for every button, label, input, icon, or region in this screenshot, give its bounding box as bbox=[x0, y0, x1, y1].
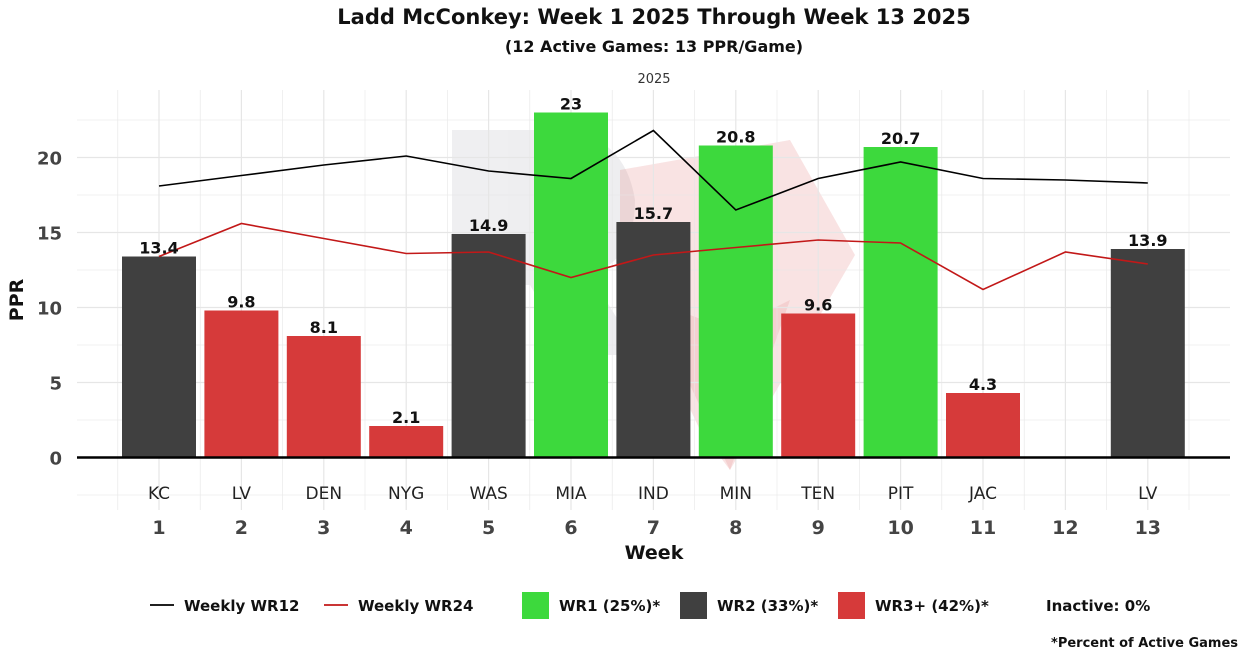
x-tick-label-week-1: 1 bbox=[152, 517, 165, 539]
bar-label-week-6: 23 bbox=[560, 95, 582, 114]
bars bbox=[122, 112, 1185, 458]
opponent-label-week-2: LV bbox=[232, 484, 252, 504]
bar-label-week-2: 9.8 bbox=[227, 293, 255, 312]
x-tick-label-week-4: 4 bbox=[400, 517, 413, 539]
opponent-label-week-11: JAC bbox=[968, 484, 997, 504]
x-tick-label-week-5: 5 bbox=[482, 517, 495, 539]
bar-label-week-8: 20.8 bbox=[716, 128, 755, 147]
bar-week-3 bbox=[286, 336, 361, 458]
x-tick-label-week-10: 10 bbox=[887, 517, 913, 539]
opponent-label-week-3: DEN bbox=[306, 484, 343, 504]
series-lines bbox=[158, 129, 1148, 291]
y-axis-ticks: 0 5 10 15 20 bbox=[37, 149, 62, 470]
opponent-label-week-6: MIA bbox=[555, 484, 587, 504]
opponent-label-week-13: LV bbox=[1138, 484, 1158, 504]
opponent-label-week-4: NYG bbox=[388, 484, 424, 504]
legend-wr1-label: WR1 (25%)* bbox=[559, 597, 660, 615]
x-tick-label-week-9: 9 bbox=[812, 517, 825, 539]
y-tick-label: 15 bbox=[37, 224, 62, 245]
bar-week-8 bbox=[698, 145, 773, 458]
opponent-label-week-1: KC bbox=[148, 484, 170, 504]
opponent-label-week-9: TEN bbox=[800, 484, 835, 504]
bar-label-week-11: 4.3 bbox=[969, 375, 997, 394]
y-tick-label: 0 bbox=[49, 449, 62, 470]
bar-week-7 bbox=[616, 222, 691, 458]
x-tick-label-week-13: 13 bbox=[1135, 517, 1161, 539]
chart-title: Ladd McConkey: Week 1 2025 Through Week … bbox=[337, 5, 970, 29]
bar-label-week-5: 14.9 bbox=[469, 216, 508, 235]
x-axis-weeks: 1 2 3 4 5 6 7 8 9 10 11 12 13 bbox=[152, 517, 1161, 539]
bar-week-13 bbox=[1110, 249, 1185, 458]
chart-subtitle: (12 Active Games: 13 PPR/Game) bbox=[505, 37, 803, 56]
bar-label-week-7: 15.7 bbox=[634, 204, 673, 223]
bar-label-week-1: 13.4 bbox=[139, 239, 178, 258]
x-tick-label-week-2: 2 bbox=[235, 517, 248, 539]
footnote: *Percent of Active Games bbox=[1051, 636, 1238, 651]
x-tick-label-week-6: 6 bbox=[564, 517, 577, 539]
legend-wr12-label: Weekly WR12 bbox=[184, 597, 299, 615]
bar-label-week-9: 9.6 bbox=[804, 296, 832, 315]
y-tick-label: 10 bbox=[37, 299, 62, 320]
legend-wr3-swatch bbox=[838, 592, 865, 619]
x-tick-label-week-7: 7 bbox=[647, 517, 660, 539]
x-tick-label-week-3: 3 bbox=[317, 517, 330, 539]
legend-wr1-swatch bbox=[522, 592, 549, 619]
x-axis-opponents: KC LV DEN NYG WAS MIA IND MIN TEN PIT JAC LV bbox=[148, 484, 1158, 504]
line-weekly-wr12 bbox=[158, 129, 1148, 211]
bar-label-week-4: 2.1 bbox=[392, 408, 420, 427]
y-tick-label: 20 bbox=[37, 149, 62, 170]
bar-labels: 13.4 9.8 8.1 2.1 14.9 23 15.7 20.8 9.6 20.7 4.3 13.… bbox=[139, 95, 1167, 428]
opponent-label-week-8: MIN bbox=[720, 484, 752, 504]
bar-week-1 bbox=[122, 256, 196, 458]
legend: Weekly WR12 Weekly WR24 WR1 (25%)* WR2 (… bbox=[150, 592, 1150, 619]
bar-label-week-10: 20.7 bbox=[881, 129, 920, 148]
x-axis-title: Week bbox=[625, 542, 684, 564]
opponent-label-week-5: WAS bbox=[469, 484, 507, 504]
bar-label-week-3: 8.1 bbox=[310, 318, 338, 337]
bar-label-week-13: 13.9 bbox=[1128, 231, 1167, 250]
line-weekly-wr24 bbox=[158, 222, 1148, 291]
bar-week-4 bbox=[369, 426, 444, 458]
legend-wr24-label: Weekly WR24 bbox=[358, 597, 473, 615]
bar-week-6 bbox=[534, 112, 608, 458]
legend-wr2-label: WR2 (33%)* bbox=[717, 597, 818, 615]
y-tick-label: 5 bbox=[49, 374, 62, 395]
opponent-label-week-7: IND bbox=[638, 484, 669, 504]
bar-week-9 bbox=[781, 313, 856, 458]
bar-week-5 bbox=[451, 234, 526, 458]
legend-wr2-swatch bbox=[680, 592, 707, 619]
x-tick-label-week-8: 8 bbox=[729, 517, 742, 539]
facet-label: 2025 bbox=[637, 72, 670, 87]
x-tick-label-week-12: 12 bbox=[1052, 517, 1078, 539]
x-tick-label-week-11: 11 bbox=[970, 517, 996, 539]
legend-wr3-label: WR3+ (42%)* bbox=[875, 597, 989, 615]
bar-week-11 bbox=[946, 393, 1020, 458]
legend-inactive-label: Inactive: 0% bbox=[1046, 597, 1150, 615]
bar-week-10 bbox=[863, 147, 938, 458]
y-axis-title: PPR bbox=[6, 278, 28, 321]
opponent-label-week-10: PIT bbox=[888, 484, 914, 504]
bar-week-2 bbox=[204, 310, 279, 458]
